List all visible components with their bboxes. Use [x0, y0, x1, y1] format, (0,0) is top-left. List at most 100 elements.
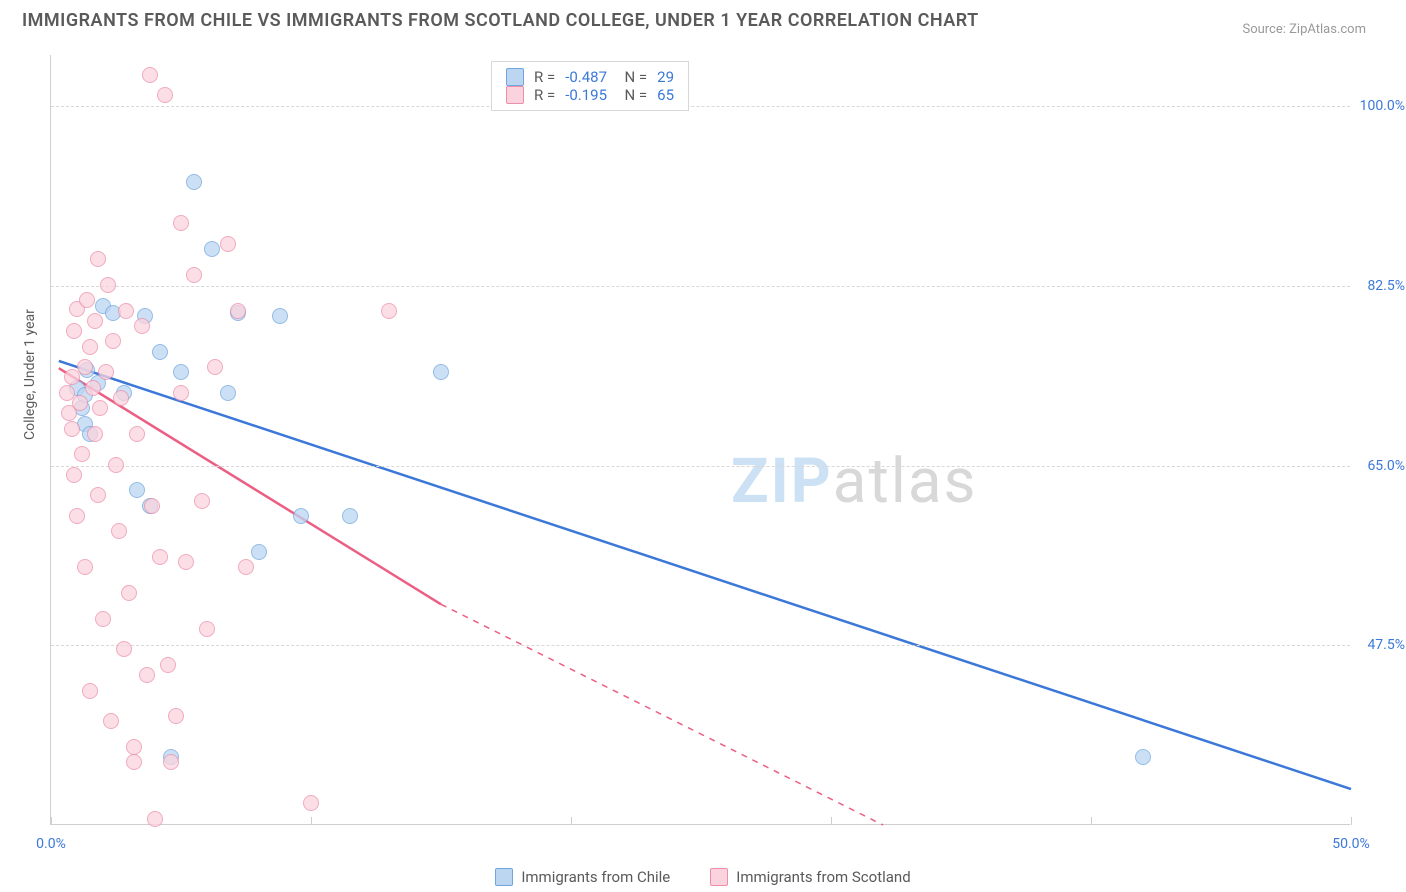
swatch-chile	[495, 868, 513, 886]
data-point-chile	[1135, 749, 1151, 765]
y-tick-label: 100.0%	[1360, 98, 1405, 114]
data-point-chile	[129, 482, 145, 498]
data-point-scotland	[194, 493, 210, 509]
data-point-scotland	[92, 400, 108, 416]
regression-lines-layer	[51, 55, 1350, 824]
legend-item-scotland: Immigrants from Scotland	[710, 868, 910, 886]
source-attribution: Source: ZipAtlas.com	[1242, 22, 1366, 37]
x-tick-label: 0.0%	[36, 836, 66, 852]
x-tick	[1091, 817, 1092, 825]
data-point-scotland	[90, 487, 106, 503]
data-point-scotland	[95, 611, 111, 627]
data-point-scotland	[118, 303, 134, 319]
data-point-chile	[173, 364, 189, 380]
data-point-scotland	[121, 585, 137, 601]
chart-title: IMMIGRANTS FROM CHILE VS IMMIGRANTS FROM…	[22, 10, 979, 31]
x-tick	[571, 817, 572, 825]
correlation-legend: R = -0.487 N = 29 R = -0.195 N = 65	[491, 61, 689, 111]
data-point-scotland	[160, 657, 176, 673]
data-point-scotland	[134, 318, 150, 334]
x-tick	[311, 817, 312, 825]
data-point-scotland	[129, 426, 145, 442]
x-tick	[1351, 817, 1352, 825]
legend-label-chile: Immigrants from Chile	[521, 868, 670, 886]
data-point-scotland	[126, 754, 142, 770]
swatch-scotland	[710, 868, 728, 886]
y-tick-label: 47.5%	[1367, 637, 1405, 653]
swatch-chile	[506, 68, 524, 86]
regression-line	[441, 604, 883, 825]
data-point-chile	[152, 344, 168, 360]
x-tick	[831, 817, 832, 825]
data-point-scotland	[100, 277, 116, 293]
data-point-scotland	[173, 385, 189, 401]
data-point-scotland	[72, 395, 88, 411]
data-point-chile	[342, 508, 358, 524]
series-legend: Immigrants from Chile Immigrants from Sc…	[0, 868, 1406, 886]
data-point-scotland	[90, 251, 106, 267]
data-point-scotland	[103, 713, 119, 729]
data-point-scotland	[178, 554, 194, 570]
x-tick	[51, 817, 52, 825]
data-point-chile	[433, 364, 449, 380]
data-point-scotland	[82, 339, 98, 355]
gridline	[51, 286, 1350, 287]
data-point-scotland	[144, 498, 160, 514]
data-point-scotland	[238, 559, 254, 575]
data-point-scotland	[126, 739, 142, 755]
regression-line	[59, 361, 1351, 789]
legend-label-scotland: Immigrants from Scotland	[736, 868, 910, 886]
data-point-scotland	[66, 323, 82, 339]
data-point-scotland	[69, 508, 85, 524]
data-point-chile	[186, 174, 202, 190]
data-point-chile	[293, 508, 309, 524]
data-point-scotland	[142, 67, 158, 83]
data-point-scotland	[87, 313, 103, 329]
y-axis-label: College, Under 1 year	[22, 309, 38, 440]
data-point-chile	[251, 544, 267, 560]
data-point-scotland	[108, 457, 124, 473]
data-point-scotland	[163, 754, 179, 770]
data-point-scotland	[113, 390, 129, 406]
data-point-scotland	[79, 292, 95, 308]
data-point-scotland	[207, 359, 223, 375]
data-point-scotland	[77, 559, 93, 575]
data-point-scotland	[64, 421, 80, 437]
data-point-scotland	[186, 267, 202, 283]
data-point-scotland	[105, 333, 121, 349]
legend-item-chile: Immigrants from Chile	[495, 868, 670, 886]
data-point-scotland	[87, 426, 103, 442]
gridline	[51, 106, 1350, 107]
data-point-scotland	[111, 523, 127, 539]
correlation-row-chile: R = -0.487 N = 29	[506, 68, 674, 86]
swatch-scotland	[506, 86, 524, 104]
gridline	[51, 466, 1350, 467]
data-point-scotland	[157, 87, 173, 103]
data-point-chile	[272, 308, 288, 324]
data-point-scotland	[168, 708, 184, 724]
y-tick-label: 65.0%	[1367, 458, 1405, 474]
data-point-scotland	[85, 380, 101, 396]
data-point-scotland	[116, 641, 132, 657]
data-point-scotland	[82, 683, 98, 699]
data-point-scotland	[230, 303, 246, 319]
data-point-scotland	[381, 303, 397, 319]
data-point-scotland	[77, 359, 93, 375]
y-tick-label: 82.5%	[1367, 278, 1405, 294]
data-point-scotland	[220, 236, 236, 252]
data-point-scotland	[147, 811, 163, 827]
data-point-scotland	[173, 215, 189, 231]
data-point-scotland	[74, 446, 90, 462]
data-point-scotland	[98, 364, 114, 380]
gridline	[51, 645, 1350, 646]
data-point-scotland	[303, 795, 319, 811]
data-point-scotland	[139, 667, 155, 683]
x-tick-label: 50.0%	[1332, 836, 1370, 852]
data-point-scotland	[66, 467, 82, 483]
data-point-chile	[204, 241, 220, 257]
data-point-scotland	[152, 549, 168, 565]
data-point-scotland	[199, 621, 215, 637]
data-point-chile	[220, 385, 236, 401]
correlation-row-scotland: R = -0.195 N = 65	[506, 86, 674, 104]
plot-area: ZIPatlas R = -0.487 N = 29 R = -0.195 N …	[50, 55, 1350, 825]
